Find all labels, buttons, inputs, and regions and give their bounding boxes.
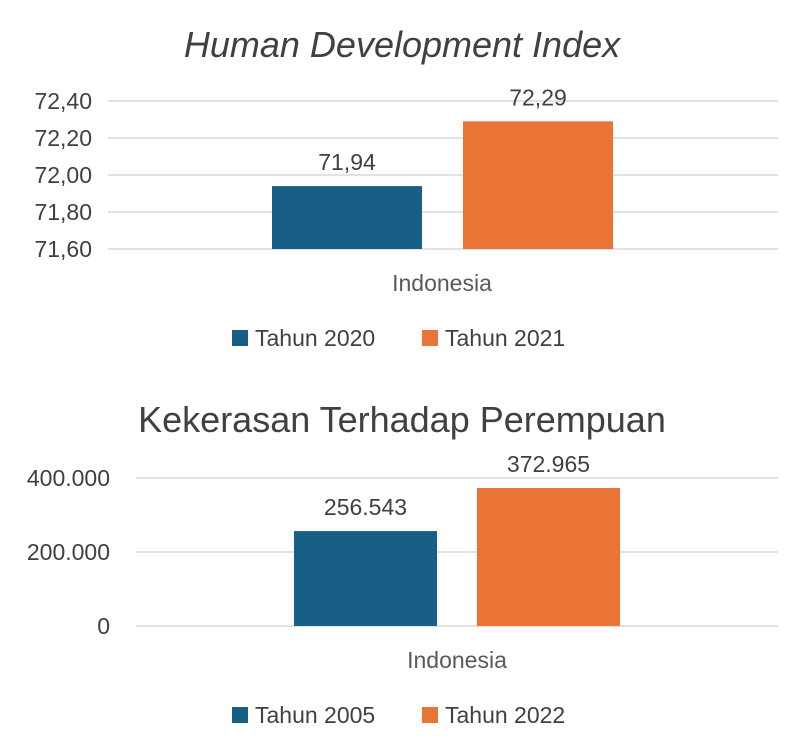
bar-tahun-2005 [294,531,437,626]
gridlines [108,100,778,250]
y-tick-label: 71,80 [34,199,92,225]
data-label-tahun-2021: 72,29 [509,84,567,110]
legend-swatch-tahun-2005 [232,707,248,723]
y-tick-label: 200.000 [27,539,110,565]
data-label-tahun-2020: 71,94 [318,149,376,175]
chart-title-hdi: Human Development Index [184,24,622,65]
data-label-tahun-2005: 256.543 [324,494,407,520]
legend-swatch-tahun-2022 [422,707,438,723]
chart-kekerasan: Kekerasan Terhadap Perempuan 0 200.000 400… [27,399,778,728]
legend: Tahun 2005 Tahun 2022 [232,702,565,728]
y-tick-label: 72,20 [34,125,92,151]
data-labels: 256.543 372.965 [324,451,590,520]
y-axis-ticks: 71,60 71,80 72,00 72,20 72,40 [34,88,92,262]
category-label: Indonesia [392,270,492,296]
data-label-tahun-2022: 372.965 [507,451,590,477]
y-tick-label: 71,60 [34,236,92,262]
legend-label-tahun-2022: Tahun 2022 [445,702,565,728]
bars [272,121,613,249]
bar-tahun-2021 [463,121,613,249]
y-tick-label: 0 [97,613,110,639]
bars [294,488,620,626]
chart-hdi: Human Development Index 71,6071,8072,007… [34,24,778,351]
chart-title-kekerasan: Kekerasan Terhadap Perempuan [138,399,666,440]
bar-tahun-2020 [272,186,422,249]
legend: Tahun 2020 Tahun 2021 [232,325,565,351]
legend-swatch-tahun-2021 [422,330,438,346]
category-label: Indonesia [407,647,507,673]
gridlines [136,477,778,627]
y-tick-label: 400.000 [27,465,110,491]
legend-label-tahun-2021: Tahun 2021 [445,325,565,351]
bar-tahun-2022 [477,488,620,626]
legend-swatch-tahun-2020 [232,330,248,346]
legend-label-tahun-2020: Tahun 2020 [255,325,375,351]
y-axis-ticks: 0 200.000 400.000 [27,465,110,639]
legend-label-tahun-2005: Tahun 2005 [255,702,375,728]
y-tick-label: 72,40 [34,88,92,114]
y-tick-label: 72,00 [34,162,92,188]
data-labels: 71,94 72,29 [318,84,567,175]
